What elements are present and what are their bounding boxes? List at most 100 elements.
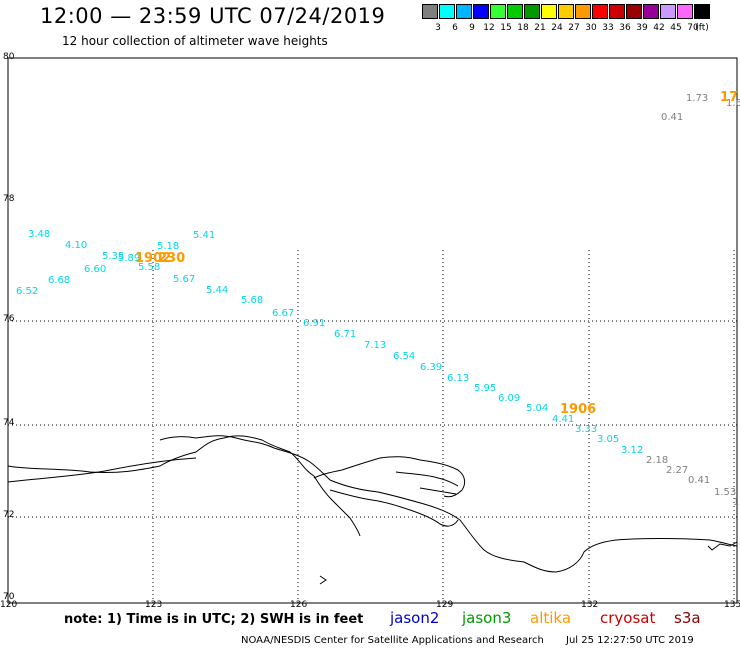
scale-swatch xyxy=(660,4,676,19)
lat-label-72: 72 xyxy=(3,510,15,520)
scale-swatch xyxy=(473,4,489,19)
scale-label: 6 xyxy=(452,23,458,33)
wave-height-value: 5.18 xyxy=(157,241,179,252)
scale-label: 30 xyxy=(585,23,597,33)
scale-label: 9 xyxy=(469,23,475,33)
lon-label-123: 123 xyxy=(145,600,163,610)
scale-label: 15 xyxy=(500,23,512,33)
wave-height-value: 7.13 xyxy=(364,340,386,351)
wave-height-value: 1 xyxy=(733,497,739,508)
scale-swatch xyxy=(575,4,591,19)
wave-height-value: 3.12 xyxy=(621,445,643,456)
scale-swatch xyxy=(507,4,523,19)
pass-time-label: 1906 xyxy=(560,402,596,417)
wave-height-value: 5.89 xyxy=(118,253,140,264)
scale-unit: (ft) xyxy=(695,23,709,33)
legend-jason2: jason2 xyxy=(390,609,440,627)
wave-height-value: 1.73 xyxy=(686,93,708,104)
wave-height-value: 6.09 xyxy=(498,393,520,404)
wave-height-value: 6.68 xyxy=(48,275,70,286)
map-subtitle: 12 hour collection of altimeter wave hei… xyxy=(62,34,328,48)
scale-label: 21 xyxy=(534,23,546,33)
scale-swatch xyxy=(626,4,642,19)
legend-s3a: s3a xyxy=(674,609,701,627)
lon-label-135: 135 xyxy=(724,600,740,610)
wave-height-value: 6.71 xyxy=(334,329,356,340)
credit-line: NOAA/NESDIS Center for Satellite Applica… xyxy=(241,635,544,646)
scale-swatch xyxy=(694,4,710,19)
wave-height-value: 6.91 xyxy=(303,318,325,329)
lat-label-78: 78 xyxy=(3,194,15,204)
scale-swatch xyxy=(643,4,659,19)
scale-swatch xyxy=(422,4,438,19)
map-frame xyxy=(7,57,738,604)
wave-height-value: 2.27 xyxy=(666,465,688,476)
scale-label: 36 xyxy=(619,23,631,33)
scale-label: 12 xyxy=(483,23,495,33)
wave-height-value: 5.41 xyxy=(193,230,215,241)
wave-height-value: 1.6 xyxy=(726,98,740,109)
scale-swatch xyxy=(524,4,540,19)
legend-altika: altika xyxy=(530,609,572,627)
scale-label: 18 xyxy=(517,23,529,33)
graticule xyxy=(8,250,737,603)
wave-height-value: 4.41 xyxy=(552,414,574,425)
scale-label: 39 xyxy=(636,23,648,33)
scale-swatch xyxy=(456,4,472,19)
coastline xyxy=(7,435,738,585)
pass-time-label: 1902 xyxy=(135,251,171,266)
wave-height-value: 5.68 xyxy=(241,295,263,306)
scale-label: 27 xyxy=(568,23,580,33)
units-note: note: 1) Time is in UTC; 2) SWH is in fe… xyxy=(64,612,364,627)
wave-height-value: 5.95 xyxy=(474,383,496,394)
scale-swatch xyxy=(592,4,608,19)
lon-label-126: 126 xyxy=(290,600,308,610)
scale-label: 45 xyxy=(670,23,682,33)
pass-time-label: 17 xyxy=(720,90,738,105)
wave-height-value: 2.18 xyxy=(646,455,668,466)
lon-label-132: 132 xyxy=(581,600,599,610)
scale-swatch xyxy=(541,4,557,19)
wave-height-value: 6.60 xyxy=(84,264,106,275)
wave-height-value: 5.58 xyxy=(138,262,160,273)
scale-swatch xyxy=(609,4,625,19)
lon-label-120: 120 xyxy=(0,600,18,610)
wave-height-value: 5.35 xyxy=(102,251,124,262)
scale-label: 24 xyxy=(551,23,563,33)
wave-height-value: 6.67 xyxy=(272,308,294,319)
wave-height-value: 3.05 xyxy=(597,434,619,445)
wave-height-value: 3.33 xyxy=(575,424,597,435)
lon-label-129: 129 xyxy=(436,600,454,610)
scale-label: 33 xyxy=(602,23,614,33)
scale-swatch xyxy=(439,4,455,19)
observations-layer: 3.48 4.10 5.355.89 5.18 5.41 6.60 5.58 6.68 6.52… xyxy=(16,93,740,508)
wave-height-value: 4.10 xyxy=(65,240,87,251)
lat-label-70: 70 xyxy=(3,592,15,602)
lat-label-76: 76 xyxy=(3,314,15,324)
wave-height-value: 5.04 xyxy=(526,403,548,414)
scale-label: 70 xyxy=(687,23,699,33)
legend-jason3: jason3 xyxy=(462,609,512,627)
legend-cryosat: cryosat xyxy=(600,609,656,627)
wave-height-value: 6.39 xyxy=(420,362,442,373)
lat-label-80: 80 xyxy=(3,52,15,62)
wave-height-value: 6.13 xyxy=(447,373,469,384)
scale-swatch xyxy=(490,4,506,19)
wave-height-value: 5.44 xyxy=(206,285,228,296)
scale-label: 42 xyxy=(653,23,665,33)
wave-height-value: 3.48 xyxy=(28,229,50,240)
pass-time-label: 230 xyxy=(158,251,185,266)
wave-height-value: 6.52 xyxy=(16,286,38,297)
map-title: 12:00 — 23:59 UTC 07/24/2019 xyxy=(40,4,386,28)
wave-height-value: 5.67 xyxy=(173,274,195,285)
lat-label-74: 74 xyxy=(3,418,15,428)
scale-label: 3 xyxy=(435,23,441,33)
wave-height-value: 0.41 xyxy=(688,475,710,486)
scale-swatch xyxy=(677,4,693,19)
wave-height-value: 1.53 xyxy=(714,487,736,498)
wave-height-value: 6.54 xyxy=(393,351,415,362)
generated-timestamp: Jul 25 12:27:50 UTC 2019 xyxy=(566,635,694,646)
wave-height-value: 0.41 xyxy=(661,112,683,123)
